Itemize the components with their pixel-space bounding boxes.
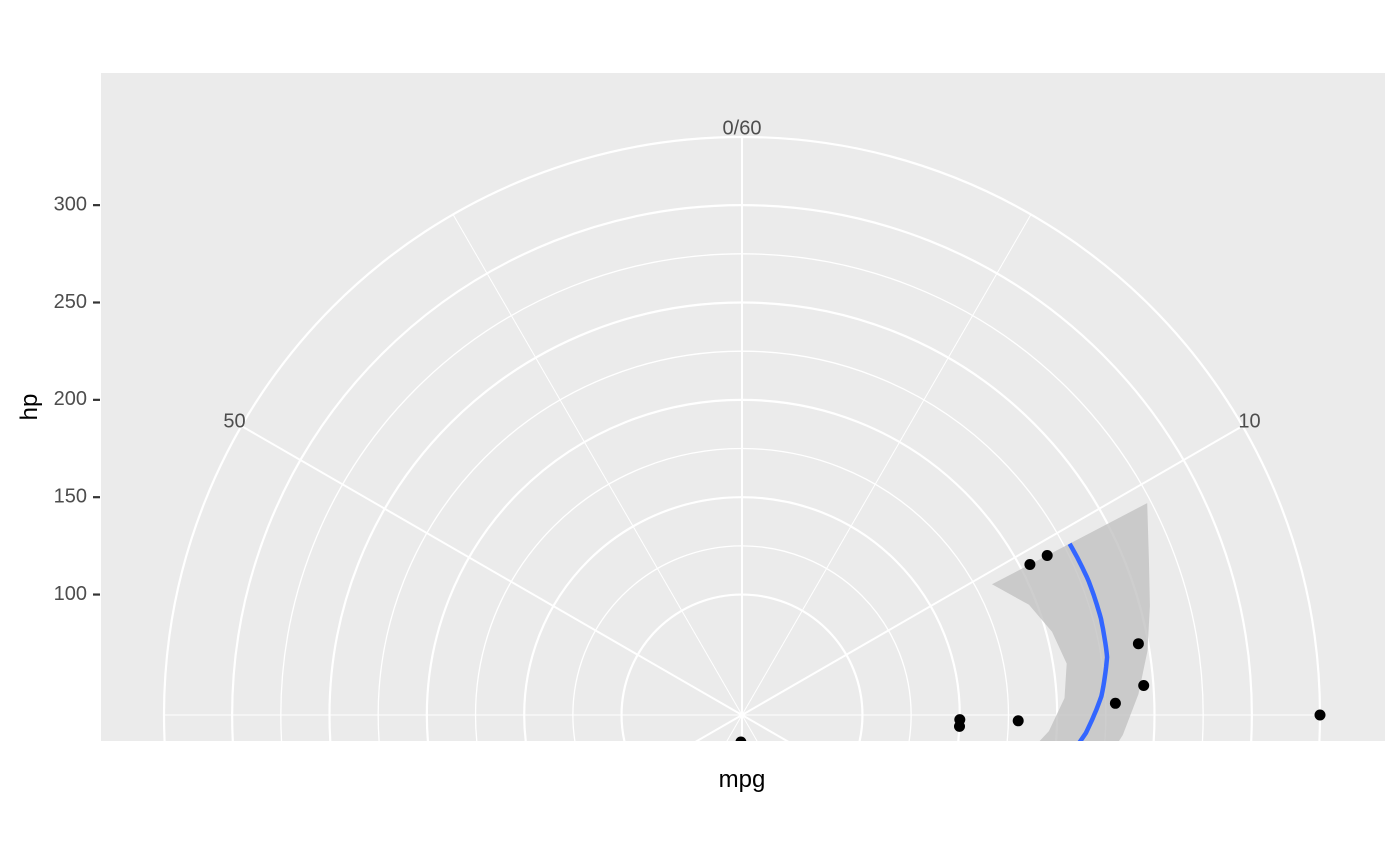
- data-point: [1041, 550, 1053, 561]
- data-point: [1132, 638, 1144, 650]
- radial-tick-label: 100: [54, 583, 87, 605]
- radial-tick-label: 250: [54, 291, 87, 313]
- data-point: [762, 748, 773, 759]
- radial-tick-label: 150: [54, 485, 87, 507]
- data-point: [895, 757, 906, 768]
- angle-labels: 0/60 10 50: [223, 117, 1260, 432]
- data-point: [735, 736, 747, 741]
- smooth-line: [1067, 542, 1110, 741]
- data-point: [812, 790, 823, 801]
- data-point: [810, 787, 821, 798]
- angle-gridline-minor: [741, 214, 1032, 716]
- smooth-layer: [1067, 542, 1110, 741]
- radial-axis: 100 150 200 250 300: [54, 193, 100, 605]
- angle-gridline: [240, 425, 743, 716]
- data-point: [1012, 715, 1024, 727]
- data-point: [826, 782, 837, 793]
- data-point: [778, 804, 789, 815]
- angle-tick-label: 10: [1238, 410, 1260, 432]
- y-axis-title: hp: [16, 394, 43, 421]
- angle-gridline-minor: [452, 214, 743, 716]
- radial-tick-label: 200: [54, 388, 87, 410]
- data-point: [845, 795, 856, 806]
- data-point: [850, 792, 861, 803]
- data-point: [1314, 709, 1326, 721]
- confidence-ribbon: [992, 503, 1150, 741]
- data-point: [730, 855, 741, 866]
- angle-tick-label: 0/60: [723, 117, 762, 139]
- panel-content: 0/60 10 50: [163, 117, 1326, 866]
- data-point: [1138, 680, 1150, 691]
- data-point: [971, 835, 982, 846]
- data-point: [886, 780, 897, 791]
- radial-tick-label: 300: [54, 193, 87, 215]
- data-point: [860, 751, 871, 762]
- ribbon-layer: [992, 503, 1150, 741]
- data-point: [954, 714, 966, 726]
- data-point: [1010, 750, 1021, 761]
- data-point: [983, 810, 994, 821]
- angle-gridline: [741, 425, 1244, 716]
- data-point: [978, 823, 989, 834]
- angle-tick-label: 50: [223, 410, 245, 432]
- data-point: [1024, 559, 1036, 570]
- points-layer: [730, 550, 1326, 866]
- data-point: [1109, 697, 1121, 709]
- data-point: [850, 792, 861, 803]
- data-point: [846, 796, 857, 807]
- x-axis-title: mpg: [719, 766, 766, 793]
- data-point: [1005, 775, 1016, 786]
- data-point: [1175, 746, 1186, 757]
